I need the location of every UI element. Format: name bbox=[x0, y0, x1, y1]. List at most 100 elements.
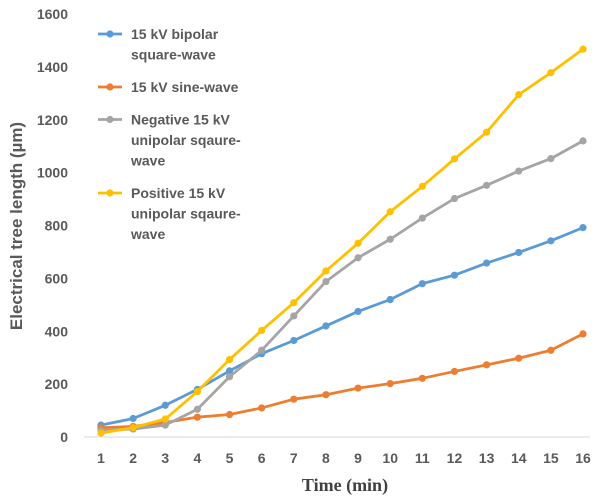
legend-label: unipolar sqaure- bbox=[131, 206, 241, 222]
x-tick-label: 16 bbox=[575, 450, 591, 466]
data-point bbox=[129, 424, 137, 432]
data-point bbox=[450, 194, 459, 203]
data-point bbox=[386, 208, 394, 216]
x-axis-title: Time (min) bbox=[302, 475, 388, 496]
series-group bbox=[97, 45, 587, 437]
x-tick-label: 1 bbox=[97, 450, 105, 466]
data-point bbox=[547, 237, 555, 245]
legend-label: wave bbox=[130, 153, 165, 169]
data-point bbox=[450, 367, 459, 376]
legend-swatch-marker bbox=[106, 189, 114, 197]
legend-swatch-marker bbox=[106, 30, 114, 38]
data-point bbox=[290, 336, 298, 345]
legend-item-4: Positive 15 kV unipolar sqaure-wave bbox=[98, 185, 241, 242]
legend-label: Negative 15 kV bbox=[131, 112, 230, 128]
data-point bbox=[161, 401, 169, 409]
y-tick-label: 800 bbox=[45, 218, 69, 234]
y-tick-label: 1600 bbox=[37, 6, 68, 22]
y-tick-label: 0 bbox=[60, 429, 68, 445]
data-point bbox=[258, 346, 266, 354]
x-tick-label: 7 bbox=[290, 450, 298, 466]
series-1 bbox=[97, 224, 587, 429]
legend-swatch-marker bbox=[106, 115, 114, 124]
y-tick-label: 1400 bbox=[37, 59, 68, 75]
y-tick-label: 1000 bbox=[37, 165, 68, 181]
data-point bbox=[322, 277, 330, 286]
y-axis: 0 200 400 600 800 1000 1200 1400 1600 bbox=[37, 6, 68, 445]
x-tick-label: 13 bbox=[479, 450, 495, 466]
legend-label: 15 kV sine-wave bbox=[131, 79, 239, 95]
data-point bbox=[225, 355, 234, 364]
data-point bbox=[354, 384, 362, 392]
x-tick-label: 4 bbox=[194, 450, 202, 466]
data-point bbox=[418, 374, 426, 382]
series-2 bbox=[97, 330, 587, 432]
x-tick-label: 8 bbox=[322, 450, 330, 466]
series-3 bbox=[97, 137, 587, 434]
x-tick-label: 14 bbox=[511, 450, 527, 466]
data-point bbox=[515, 248, 523, 257]
x-axis: 1 2 3 4 5 6 7 8 9 10 11 12 13 14 15 16 bbox=[84, 436, 591, 466]
data-point bbox=[515, 91, 523, 99]
data-point bbox=[290, 395, 298, 403]
data-point bbox=[193, 387, 201, 396]
series-line bbox=[100, 332, 584, 430]
x-tick-label: 5 bbox=[226, 450, 234, 466]
data-point bbox=[483, 361, 491, 369]
data-point bbox=[547, 69, 555, 77]
data-point bbox=[418, 280, 426, 288]
y-axis-title: Electrical tree length (µm) bbox=[7, 122, 26, 330]
legend-item-3: Negative 15 kV unipolar sqaure-wave bbox=[98, 112, 241, 169]
data-point bbox=[258, 404, 266, 412]
y-tick-label: 400 bbox=[45, 323, 69, 339]
data-point bbox=[515, 167, 523, 175]
data-point bbox=[515, 354, 523, 362]
data-point bbox=[354, 254, 362, 262]
data-point bbox=[386, 235, 394, 243]
series-line bbox=[100, 226, 584, 427]
data-point bbox=[579, 224, 587, 232]
data-point bbox=[483, 128, 491, 136]
data-point bbox=[193, 413, 201, 421]
data-point bbox=[579, 330, 587, 338]
data-point bbox=[129, 414, 137, 423]
data-point bbox=[97, 429, 105, 437]
x-tick-label: 9 bbox=[354, 450, 362, 466]
data-point bbox=[547, 155, 555, 163]
legend: 15 kV bipolar square-wave 15 kV sine-wave N… bbox=[98, 26, 241, 242]
series-line bbox=[100, 48, 584, 435]
data-point bbox=[450, 155, 459, 163]
data-point bbox=[579, 45, 587, 53]
data-point bbox=[354, 239, 362, 247]
data-point bbox=[483, 259, 491, 267]
x-tick-label: 2 bbox=[129, 450, 137, 466]
data-point bbox=[418, 214, 426, 222]
legend-item-2: 15 kV sine-wave bbox=[98, 79, 239, 95]
x-tick-label: 15 bbox=[543, 450, 559, 466]
x-tick-label: 6 bbox=[258, 450, 266, 466]
legend-label: wave bbox=[130, 226, 165, 242]
legend-item-1: 15 kV bipolar square-wave bbox=[98, 26, 219, 63]
x-tick-label: 3 bbox=[161, 450, 169, 466]
data-point bbox=[322, 322, 330, 330]
x-tick-label: 12 bbox=[447, 450, 463, 466]
data-point bbox=[450, 271, 459, 279]
data-point bbox=[193, 405, 201, 413]
data-point bbox=[225, 410, 234, 419]
data-point bbox=[483, 181, 491, 189]
y-tick-label: 1200 bbox=[37, 112, 68, 128]
x-tick-label: 10 bbox=[382, 450, 398, 466]
legend-label: square-wave bbox=[131, 47, 216, 63]
legend-label: unipolar sqaure- bbox=[131, 132, 241, 148]
series-line bbox=[100, 139, 584, 432]
data-point bbox=[225, 367, 234, 375]
data-point bbox=[290, 299, 298, 307]
data-point bbox=[225, 373, 234, 381]
data-point bbox=[386, 295, 394, 304]
data-point bbox=[418, 182, 426, 190]
series-4 bbox=[97, 45, 587, 437]
legend-swatch-marker bbox=[106, 83, 114, 91]
data-point bbox=[290, 312, 298, 320]
data-point bbox=[161, 415, 169, 423]
